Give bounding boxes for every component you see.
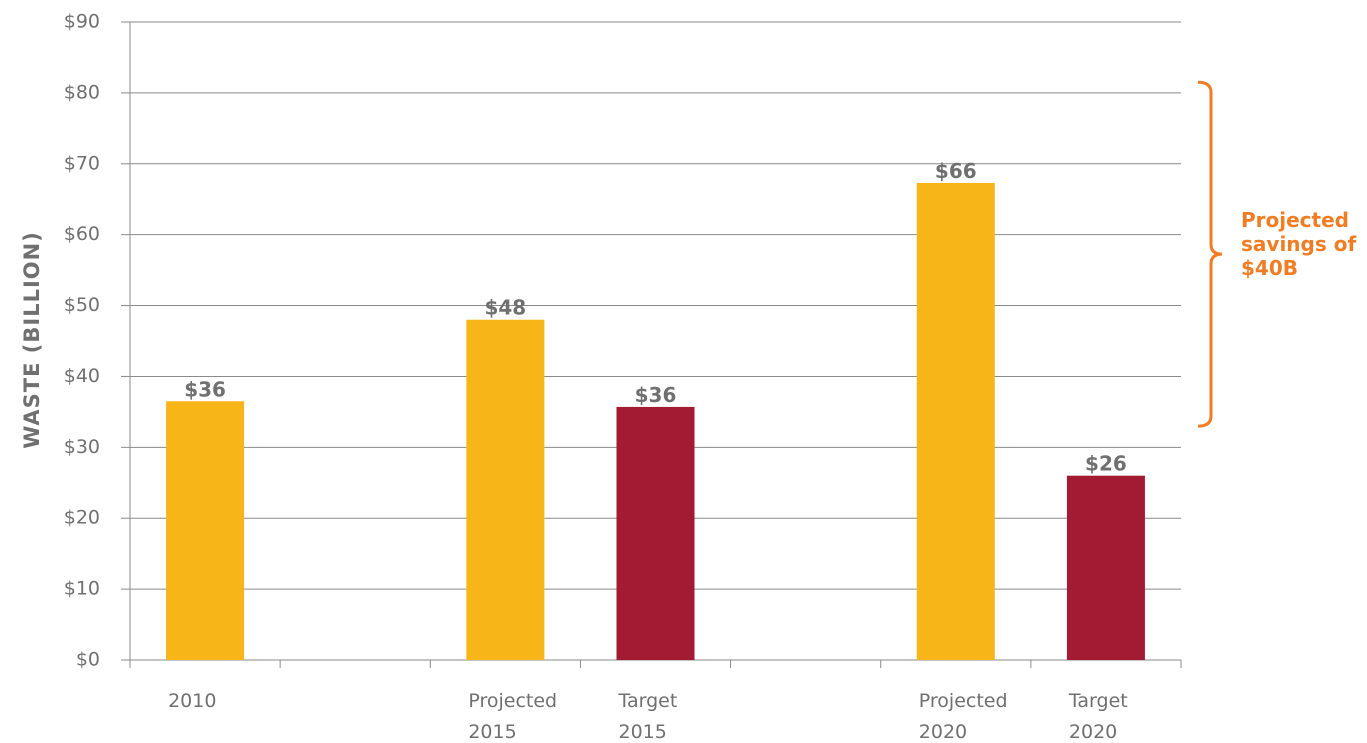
data-label: $66	[935, 159, 977, 183]
category-labels: 2010 Projected 2015 Target 2015 Projected 2020…	[168, 690, 1128, 743]
data-label: $26	[1085, 452, 1127, 476]
gridlines	[130, 21, 1181, 590]
category-label: Target	[1068, 690, 1128, 712]
category-label: 2015	[619, 721, 667, 743]
y-tick-label: $0	[76, 649, 100, 671]
category-label: 2020	[1069, 721, 1117, 743]
y-tick-label: $30	[64, 436, 100, 458]
y-axis-ticks: $0 $10 $20 $30 $40 $50 $60 $70 $80 $90	[64, 11, 130, 671]
y-tick-label: $20	[64, 507, 100, 529]
y-tick-label: $70	[64, 152, 100, 174]
bars	[166, 182, 1145, 660]
category-label: Target	[618, 690, 678, 712]
savings-annotation-text: savings of	[1241, 232, 1356, 256]
data-label: $36	[184, 377, 226, 401]
data-label: $36	[635, 383, 677, 407]
y-tick-label: $90	[64, 11, 100, 33]
category-label: 2010	[168, 690, 216, 712]
bar	[916, 182, 995, 660]
bar	[1066, 475, 1145, 660]
y-tick-label: $40	[64, 365, 100, 387]
y-tick-label: $50	[64, 294, 100, 316]
bar	[166, 401, 245, 660]
category-label: 2015	[468, 721, 516, 743]
category-label: Projected	[919, 690, 1008, 712]
savings-annotation-text: $40B	[1241, 256, 1298, 280]
bar	[616, 406, 695, 660]
data-labels: $36 $48 $36 $66 $26	[184, 159, 1127, 476]
data-label: $48	[484, 296, 526, 320]
savings-bracket	[1197, 80, 1223, 428]
y-tick-label: $60	[64, 223, 100, 245]
category-label: Projected	[468, 690, 557, 712]
y-tick-label: $80	[64, 81, 100, 103]
y-axis-label: WASTE (BILLION)	[20, 231, 44, 449]
bar	[466, 319, 545, 660]
y-tick-label: $10	[64, 578, 100, 600]
savings-annotation-text: Projected	[1241, 208, 1349, 232]
category-label: 2020	[919, 721, 967, 743]
